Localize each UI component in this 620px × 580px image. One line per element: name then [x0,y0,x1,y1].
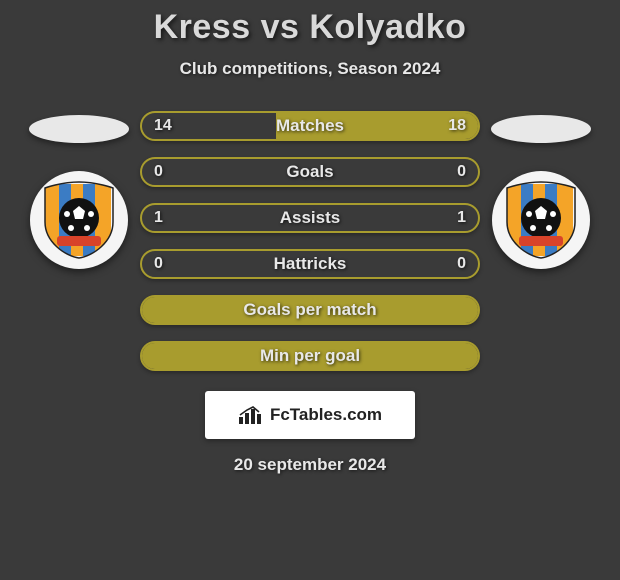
fctables-logo[interactable]: FcTables.com [205,391,415,439]
stat-label: Matches [276,116,344,136]
stat-row: Goals per match [140,295,480,325]
stats-area: 14 18 Matches 0 0 Goals 1 1 Assists 0 0 Hattricks Go… [0,111,620,371]
page-title: Kress vs Kolyadko [0,8,620,47]
subtitle: Club competitions, Season 2024 [0,59,620,79]
club-badge-left [30,171,128,269]
stat-value-left: 1 [154,209,163,227]
chart-icon [238,405,264,425]
stat-label: Min per goal [260,346,360,366]
stat-value-left: 14 [154,117,172,135]
stat-label: Hattricks [274,254,347,274]
stat-value-right: 0 [457,163,466,181]
stat-row: 14 18 Matches [140,111,480,141]
stat-value-right: 1 [457,209,466,227]
center-column: 14 18 Matches 0 0 Goals 1 1 Assists 0 0 Hattricks Go… [135,111,485,371]
stat-row: Min per goal [140,341,480,371]
right-column [485,111,605,269]
logo-text: FcTables.com [270,405,382,425]
stat-label: Assists [280,208,340,228]
player-ellipse-left [29,115,129,143]
stat-row: 1 1 Assists [140,203,480,233]
club-badge-right [492,171,590,269]
stat-row: 0 0 Hattricks [140,249,480,279]
stat-value-right: 0 [457,255,466,273]
date: 20 september 2024 [0,455,620,475]
stat-label: Goals [286,162,333,182]
stat-label: Goals per match [243,300,376,320]
stat-value-right: 18 [448,117,466,135]
player-ellipse-right [491,115,591,143]
stat-row: 0 0 Goals [140,157,480,187]
stat-value-left: 0 [154,255,163,273]
left-column [15,111,135,269]
stat-value-left: 0 [154,163,163,181]
